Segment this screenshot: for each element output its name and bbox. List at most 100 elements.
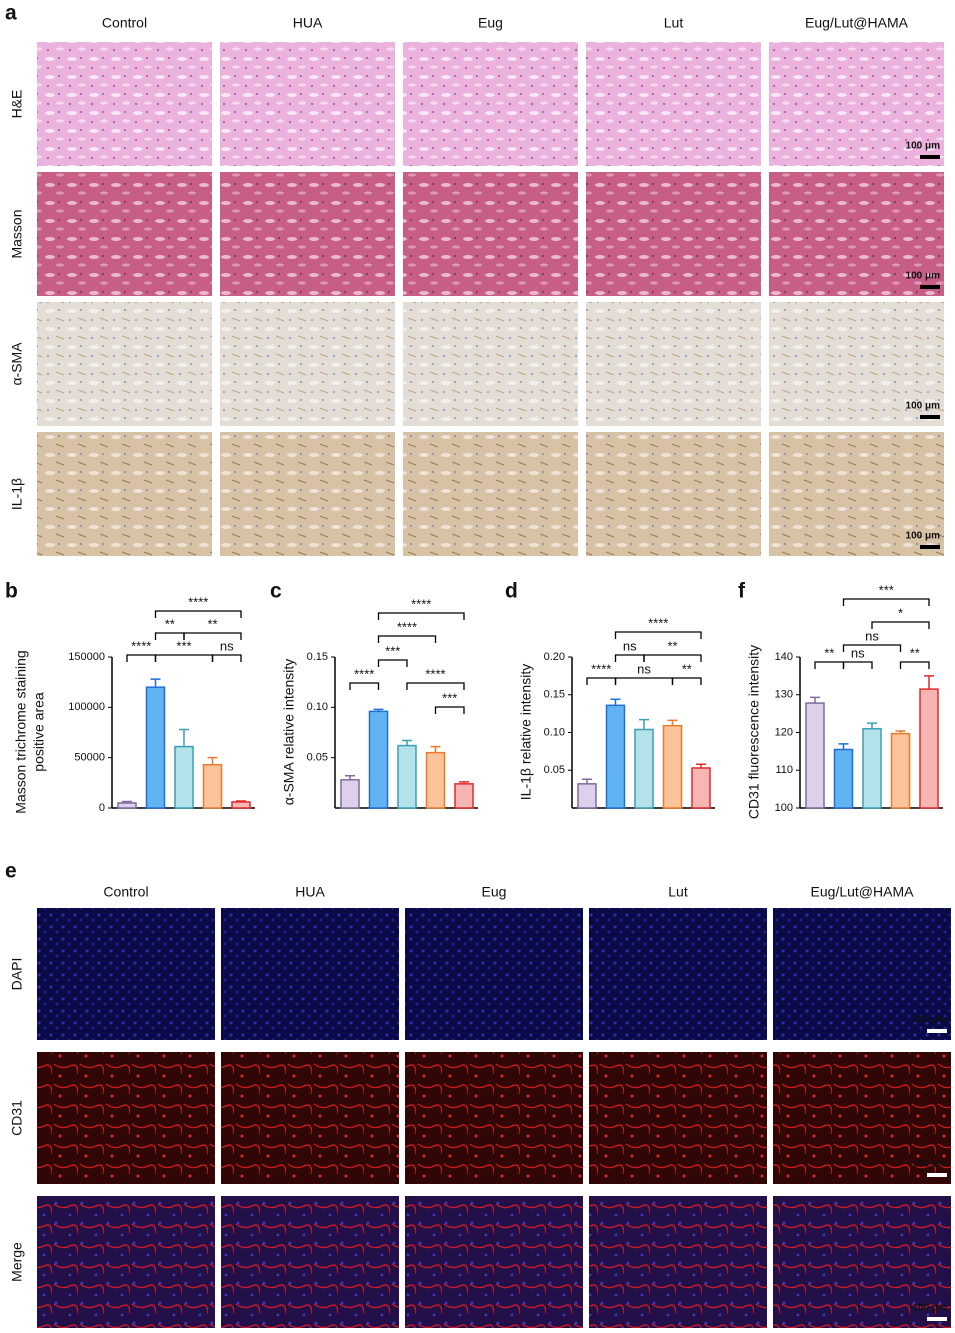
panel-label: e [5, 860, 17, 883]
column-header: HUA [295, 884, 325, 900]
error-bar [402, 739, 412, 746]
column-header: Lut [668, 884, 688, 900]
row-label: Merge [9, 1242, 25, 1282]
micrograph [37, 42, 212, 166]
significance-bracket [154, 610, 242, 618]
column-header: Eug/Lut@HAMA [811, 884, 915, 900]
y-axis-label: IL-1β relative intensity [518, 664, 534, 800]
micrograph [220, 172, 395, 296]
significance-bracket [643, 654, 702, 662]
y-tick-label: 130 [775, 689, 793, 701]
error-bar [895, 730, 906, 734]
y-tick-label: 0.20 [544, 651, 565, 663]
column-header: Eug [482, 884, 507, 900]
significance-bracket [614, 631, 702, 639]
significance-bracket [671, 677, 702, 685]
significance-label: *** [442, 690, 457, 705]
micrograph [37, 908, 215, 1040]
panel-label: d [505, 580, 518, 603]
y-tick-label: 150000 [68, 651, 105, 663]
bar [117, 802, 137, 809]
y-tick-label: 0 [99, 802, 105, 814]
significance-label: ns [637, 661, 651, 676]
micrograph [405, 1196, 583, 1328]
micrograph [220, 432, 395, 556]
row-label: Masson [9, 209, 25, 258]
y-tick-label: 110 [775, 764, 793, 776]
bar [862, 727, 882, 809]
significance-bracket [377, 635, 437, 643]
y-tick-label: 120 [775, 726, 793, 738]
y-tick-label: 0.10 [544, 726, 565, 738]
y-tick-label: 50000 [74, 752, 105, 764]
micrograph [403, 432, 578, 556]
row-label: CD31 [9, 1100, 25, 1136]
scale-bar-label: 100 μm [913, 1015, 948, 1026]
bar [340, 779, 360, 809]
significance-label: * [898, 605, 903, 620]
micrograph [773, 1052, 951, 1184]
micrograph [773, 908, 951, 1040]
scale-bar [920, 285, 940, 289]
bar [890, 732, 911, 809]
error-bar [459, 781, 469, 784]
micrograph [403, 42, 578, 166]
error-bar [179, 728, 189, 747]
row-label: H&E [9, 90, 25, 119]
significance-label: ns [851, 645, 865, 660]
y-tick-label: 0.10 [307, 701, 328, 713]
significance-label: ns [220, 638, 234, 653]
significance-label: **** [397, 619, 417, 634]
micrograph [37, 1196, 215, 1328]
column-header: Eug [478, 15, 503, 31]
significance-bracket [842, 661, 873, 669]
y-tick-label: 100 [775, 802, 793, 814]
bar [425, 751, 446, 809]
scale-bar-label: 100 μm [906, 141, 941, 152]
error-bar [639, 718, 649, 730]
error-bar [122, 800, 132, 803]
significance-label: ** [165, 616, 175, 631]
scale-bar-label: 100 μm [913, 1159, 948, 1170]
bar [368, 710, 389, 809]
significance-label: ** [667, 638, 677, 653]
significance-bracket [211, 654, 242, 662]
bar [605, 704, 626, 809]
error-bar [867, 722, 877, 729]
bar [231, 801, 251, 809]
significance-label: **** [425, 666, 445, 681]
significance-bracket [377, 612, 465, 620]
bar [691, 767, 711, 809]
y-tick-label: 0.05 [307, 752, 328, 764]
micrograph [221, 908, 399, 1040]
bar [634, 728, 654, 809]
row-label: α-SMA [9, 342, 25, 386]
panel-label: a [5, 2, 17, 25]
column-header: Lut [664, 15, 684, 31]
error-bar [430, 745, 441, 753]
significance-label: **** [188, 594, 208, 609]
significance-bracket [183, 632, 242, 640]
significance-bracket [614, 677, 674, 685]
micrograph [586, 302, 761, 426]
micrograph [405, 1052, 583, 1184]
micrograph [589, 1052, 767, 1184]
error-bar [810, 696, 820, 704]
y-axis-label: α-SMA relative intensity [281, 659, 297, 806]
micrograph [769, 42, 944, 166]
scale-bar [927, 1317, 947, 1321]
significance-label: **** [354, 666, 374, 681]
column-header: HUA [293, 15, 323, 31]
scale-bar [920, 415, 940, 419]
micrograph [586, 172, 761, 296]
scale-bar [920, 155, 940, 159]
panel-label: f [738, 580, 746, 603]
significance-bracket [871, 621, 930, 629]
error-bar [150, 678, 161, 688]
error-bar [236, 800, 246, 802]
micrograph [589, 908, 767, 1040]
y-axis-label: positive area [31, 692, 47, 772]
bar [577, 783, 597, 809]
significance-label: **** [131, 638, 151, 653]
